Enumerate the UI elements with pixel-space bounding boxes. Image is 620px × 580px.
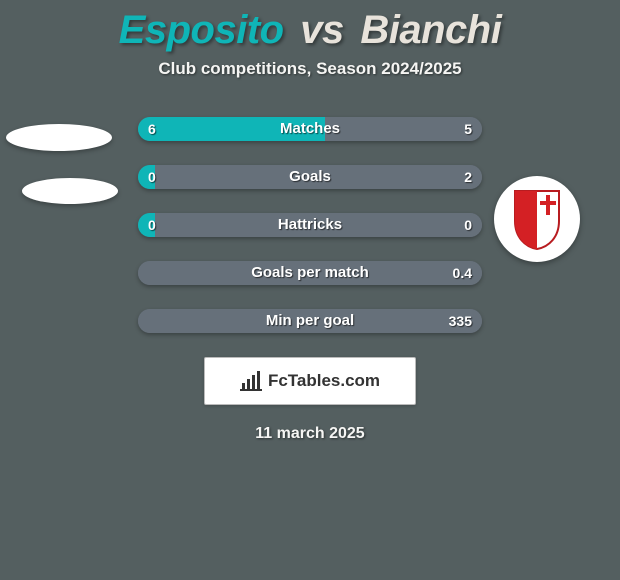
stat-value-left: 6	[148, 117, 156, 141]
stat-label: Goals	[138, 165, 482, 189]
stat-value-right: 0.4	[453, 261, 472, 285]
stat-value-right: 5	[464, 117, 472, 141]
infographic-container: Esposito vs Bianchi Club competitions, S…	[0, 0, 620, 580]
stat-label: Matches	[138, 117, 482, 141]
stat-value-left: 0	[148, 213, 156, 237]
decor-ellipse-2	[22, 178, 118, 204]
title: Esposito vs Bianchi	[0, 0, 620, 53]
decor-ellipse-1	[6, 124, 112, 151]
stat-row: Matches6 5	[138, 117, 482, 141]
stat-label: Goals per match	[138, 261, 482, 285]
subtitle: Club competitions, Season 2024/2025	[0, 59, 620, 79]
brand-logo-box: FcTables.com	[204, 357, 416, 405]
club-badge	[494, 176, 580, 262]
date: 11 march 2025	[0, 425, 620, 443]
stat-value-right: 335	[449, 309, 472, 333]
stat-value-right: 2	[464, 165, 472, 189]
vs-text: vs	[300, 8, 344, 52]
stat-row: Goals0 2	[138, 165, 482, 189]
stat-value-left: 0	[148, 165, 156, 189]
stats-block: Matches65Goals02Hattricks00Goals per mat…	[138, 117, 482, 333]
player1-name: Esposito	[119, 8, 284, 52]
chart-icon	[240, 371, 262, 391]
stat-row: Goals per match0.4	[138, 261, 482, 285]
stat-row: Min per goal335	[138, 309, 482, 333]
stat-label: Min per goal	[138, 309, 482, 333]
shield-icon	[511, 187, 563, 251]
stat-row: Hattricks0 0	[138, 213, 482, 237]
stat-value-right: 0	[464, 213, 472, 237]
player2-name: Bianchi	[360, 8, 501, 52]
stat-label: Hattricks	[138, 213, 482, 237]
brand-text: FcTables.com	[268, 371, 380, 391]
